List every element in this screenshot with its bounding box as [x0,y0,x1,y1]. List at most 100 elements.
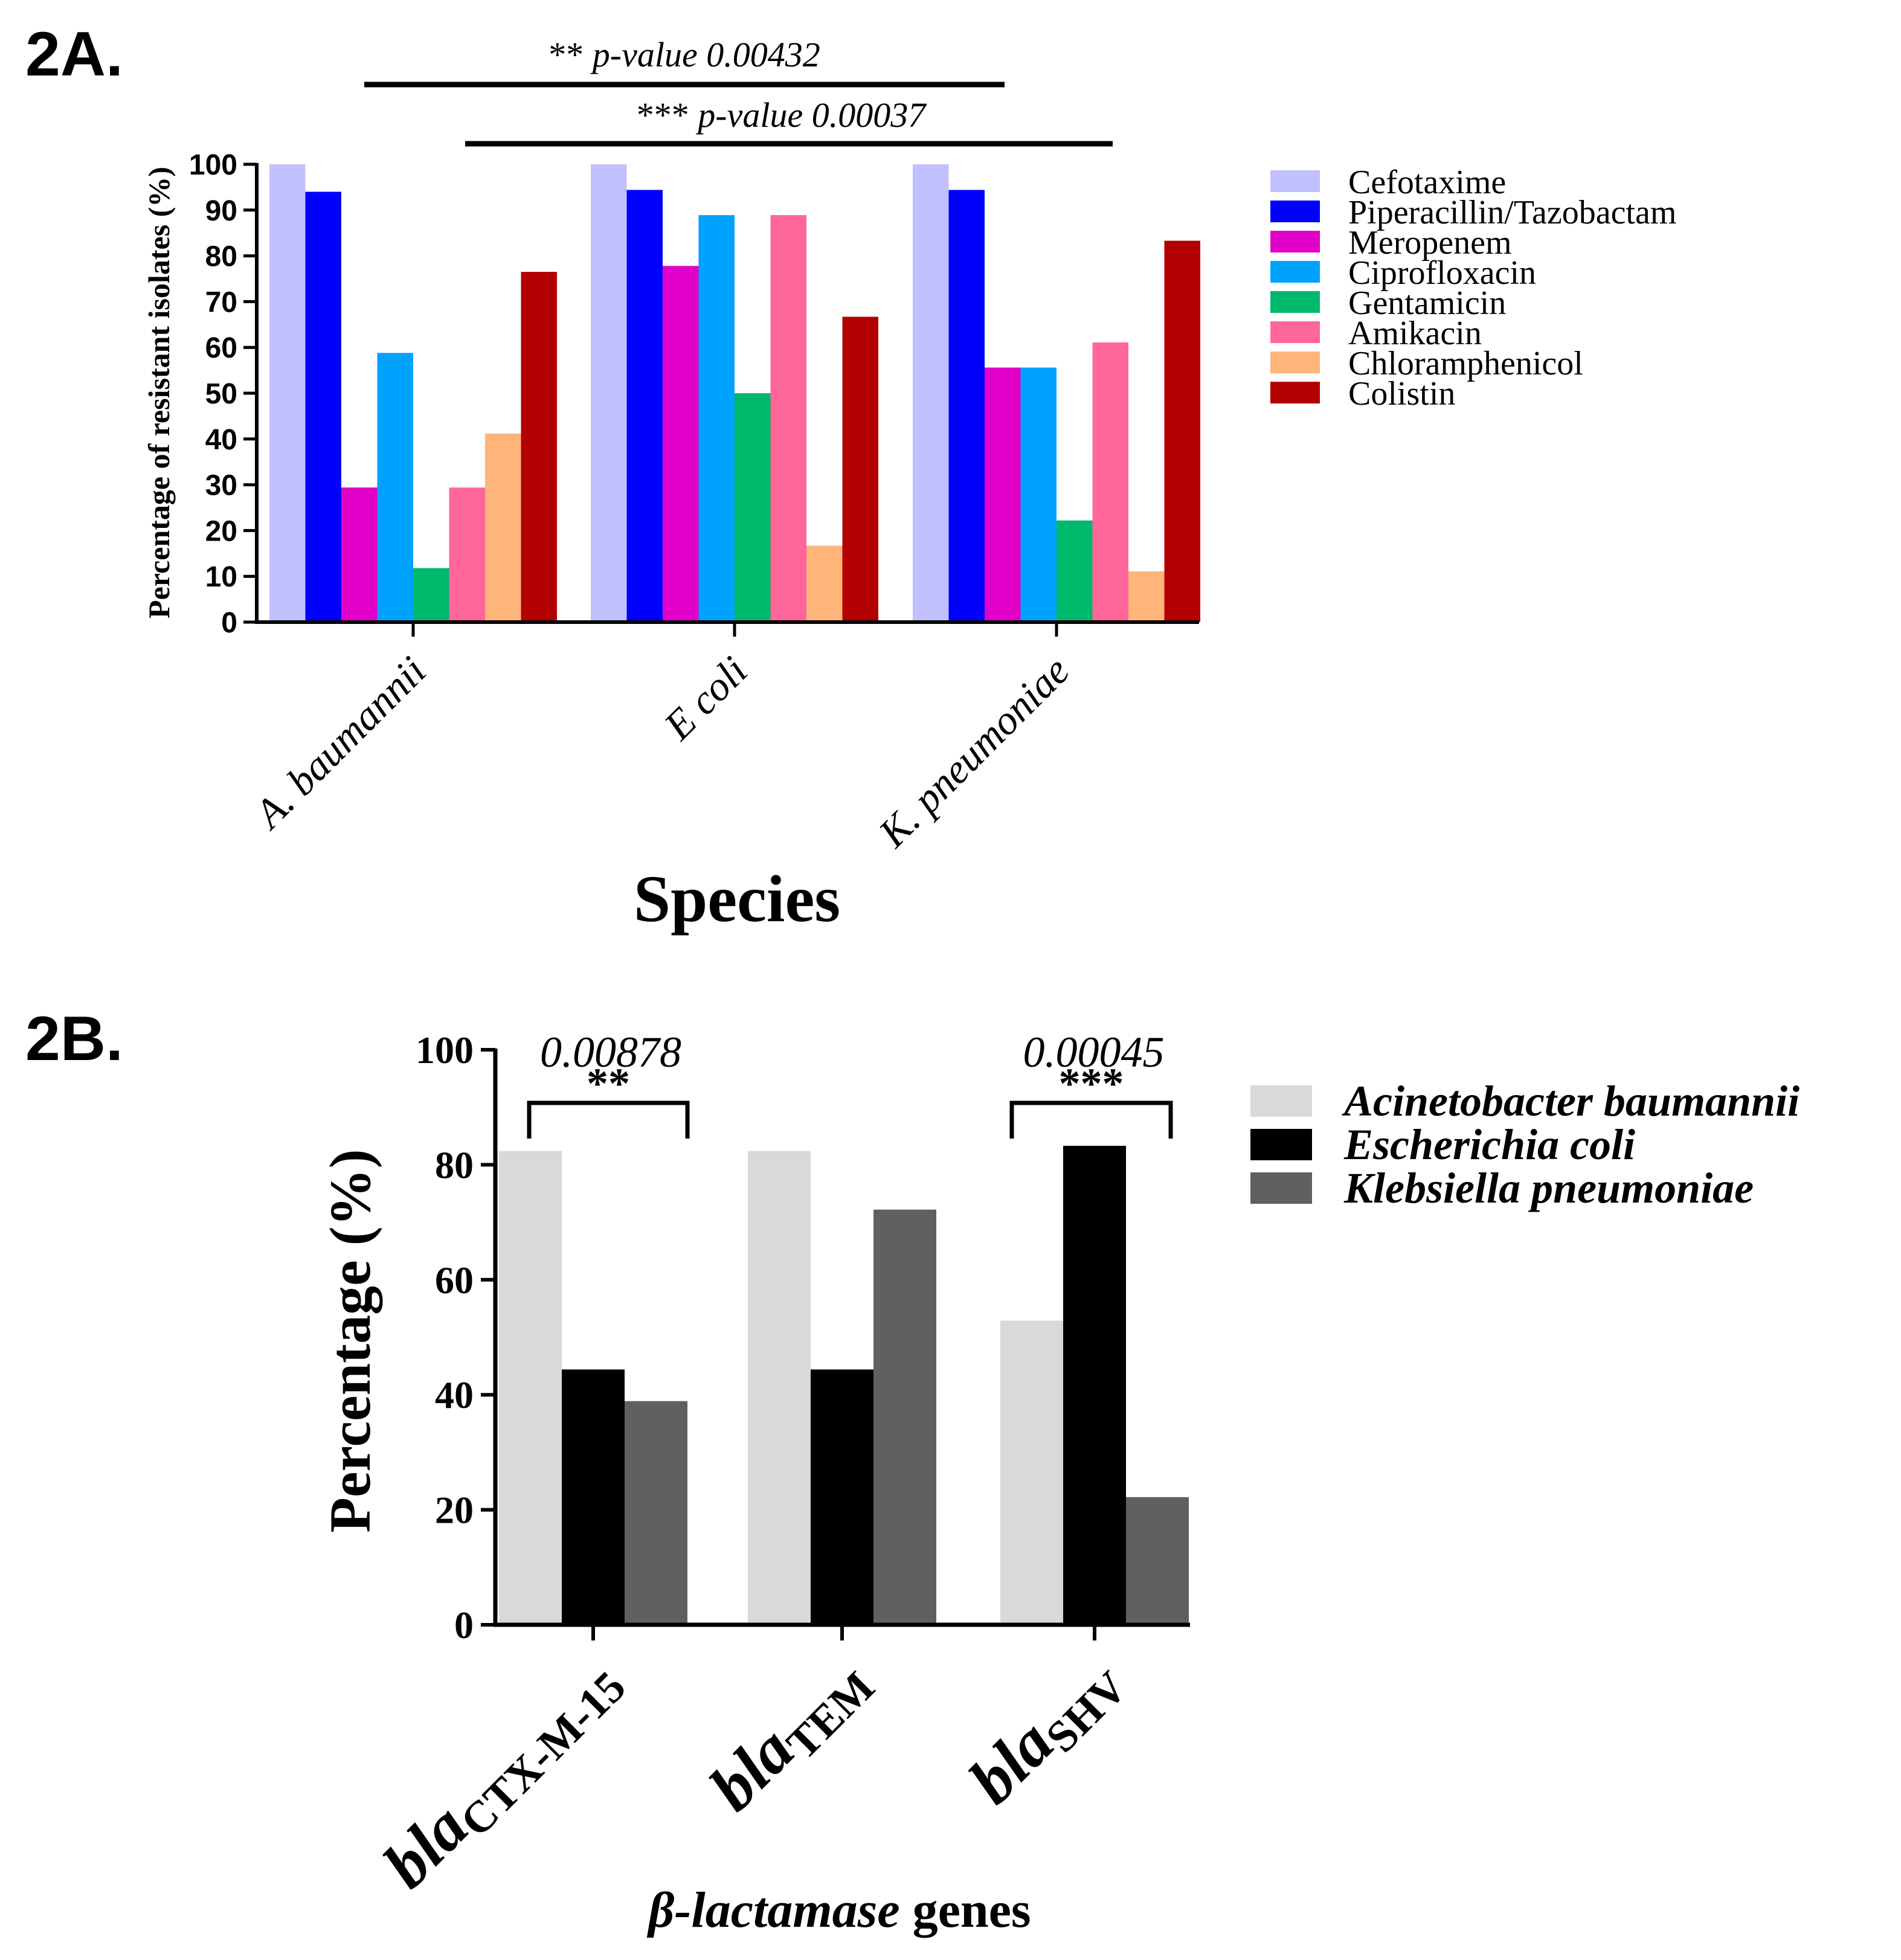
bar-piperacillin-tazobactam-k-pneumoniae [948,190,985,622]
chart-b-y-tick-label: 20 [435,1489,474,1532]
bar-colistin-k-pneumoniae [1164,240,1200,622]
chart-a-y-tick-label: 90 [205,195,237,227]
chart-b-y-tick-label: 100 [416,1029,474,1072]
chart-a-legend: CefotaximePiperacillin/TazobactamMeropen… [1270,164,1676,413]
significance-stars-2: *** [637,95,698,135]
bar-gentamicin-a-baumannii [413,568,449,622]
legend-swatch-gentamicin [1270,291,1320,313]
chart-a-y-tick-label: 20 [205,515,237,547]
bar-cefotaxime-a-baumannii [269,164,306,622]
chart-a-x-axis-label: Species [634,862,840,936]
legend-swatch-piperacillin-tazobactam [1270,201,1320,222]
chart-a-x-tick-label-a-baumannii: A. baumannii [244,647,435,838]
bar-ciprofloxacin-k-pneumoniae [1020,367,1057,622]
bar-klebsiella-pneumoniae-blatem [873,1209,936,1625]
chart-b-y-tick-label: 60 [435,1259,474,1302]
chart-a-y-tick-label: 60 [205,332,237,364]
legend-label-gentamicin: Gentamicin [1348,284,1506,322]
significance-label-2: *** p-value 0.00037 [637,95,927,135]
panel-label-2b: 2B. [25,1004,123,1074]
chart-a-y-tick-label: 10 [205,561,237,593]
legend-label-ciprofloxacin: Ciprofloxacin [1348,254,1536,292]
bar-ciprofloxacin-e-coli [698,215,735,622]
chart-b-bars [499,1145,1189,1625]
legend-swatch-meropenem [1270,231,1320,252]
bar-cefotaxime-k-pneumoniae [913,164,949,622]
chart-b-y-tick-label: 80 [435,1143,474,1186]
chart-a-y-axis-label: Percentage of resistant isolates (%) [142,167,176,619]
bar-chloramphenicol-e-coli [806,545,843,622]
panel-label-2a: 2A. [25,19,123,89]
chart-a-y-tick-label: 80 [205,241,237,273]
bar-piperacillin-tazobactam-e-coli [626,190,663,622]
legend-swatch-ciprofloxacin [1270,261,1320,283]
bar-escherichia-coli-blactx-m-15 [562,1369,625,1625]
legend-swatch-colistin [1270,382,1320,403]
legend-label-colistin: Colistin [1348,375,1455,413]
bar-colistin-a-baumannii [521,272,557,622]
bar-piperacillin-tazobactam-a-baumannii [305,191,341,623]
legend-label-cefotaxime: Cefotaxime [1348,164,1506,201]
legend-swatch-klebsiella-pneumoniae [1250,1172,1312,1204]
legend-swatch-amikacin [1270,321,1320,343]
chart-b-y-tick-label: 40 [435,1374,474,1416]
bar-ciprofloxacin-a-baumannii [377,353,413,622]
chart-b-y-axis-label: Percentage (%) [318,1149,382,1532]
legend-label-meropenem: Meropenem [1348,224,1512,262]
chart-b-y-tick-label: 0 [454,1604,474,1647]
bar-klebsiella-pneumoniae-blashv [1126,1497,1189,1625]
significance-pvalue-2: 0.00045 [1023,1028,1165,1076]
chart-a-y-tick-label: 50 [205,378,237,410]
bar-meropenem-a-baumannii [341,487,378,622]
chart-a-x-tick-label-e-coli: E coli [655,647,756,749]
chart-b-x-axis-label-italic: β-lactamase [646,1882,899,1938]
significance-stars-1: ** [587,1059,630,1108]
legend-swatch-acinetobacter-baumannii [1250,1085,1312,1117]
legend-label-klebsiella-pneumoniae: Klebsiella pneumoniae [1343,1164,1754,1212]
bar-meropenem-k-pneumoniae [985,367,1021,622]
chart-b-x-tick-label-blashv: blaSHV [955,1640,1137,1822]
chart-b-x-axis-label-rest: genes [900,1882,1031,1938]
legend-swatch-escherichia-coli [1250,1129,1312,1160]
bar-amikacin-k-pneumoniae [1092,342,1128,622]
bar-gentamicin-k-pneumoniae [1057,520,1093,622]
bar-amikacin-a-baumannii [449,487,485,622]
chart-a-significance-annotations: ** p-value 0.00432 *** p-value 0.00037 [364,35,1113,147]
bar-acinetobacter-baumannii-blactx-m-15 [499,1151,562,1625]
bar-gentamicin-e-coli [735,393,771,622]
significance-stars-1: ** [548,35,593,74]
bar-meropenem-e-coli [663,266,699,622]
significance-stars-2: *** [1059,1059,1124,1108]
bar-escherichia-coli-blashv [1063,1145,1126,1625]
significance-pvalue-1: p-value 0.00432 [590,35,820,74]
chart-a-y-tick-label: 40 [205,424,237,456]
chart-b-x-tick-label-blactx-m-15: blaCTX-M-15 [369,1640,635,1906]
chart-a-y-tick-label: 0 [221,607,237,639]
legend-label-piperacillin-tazobactam: Piperacillin/Tazobactam [1348,194,1676,231]
legend-label-chloramphenicol: Chloramphenicol [1348,345,1583,382]
significance-bracket-1 [527,1100,690,1139]
bar-amikacin-e-coli [770,215,806,622]
legend-label-amikacin: Amikacin [1348,315,1482,352]
chart-a-bars [269,164,1200,623]
chart-a-y-tick-label: 70 [205,286,237,318]
chart-b-significance-annotations: **0.00878 ***0.00045 [527,1028,1173,1139]
legend-swatch-chloramphenicol [1270,352,1320,373]
bar-klebsiella-pneumoniae-blactx-m-15 [625,1401,687,1625]
chart-b-x-tick-label-sub: CTX-M-15 [451,1662,635,1846]
bar-acinetobacter-baumannii-blashv [1000,1320,1063,1625]
significance-bracket-2 [1009,1100,1173,1139]
legend-label-escherichia-coli: Escherichia coli [1343,1120,1635,1169]
legend-swatch-cefotaxime [1270,170,1320,192]
chart-a-y-tick-label: 100 [189,149,237,181]
bar-cefotaxime-e-coli [591,164,627,622]
chart-a-x-tick-label-k-pneumoniae: K. pneumoniae [869,647,1078,856]
bar-colistin-e-coli [842,316,878,622]
bar-chloramphenicol-k-pneumoniae [1128,571,1165,622]
chart-b-x-axis-label: β-lactamase genes [646,1882,1031,1938]
bar-escherichia-coli-blatem [811,1369,873,1625]
chart-b-x-tick-label-blatem: blaTEM [695,1640,884,1830]
bar-acinetobacter-baumannii-blatem [748,1151,811,1625]
